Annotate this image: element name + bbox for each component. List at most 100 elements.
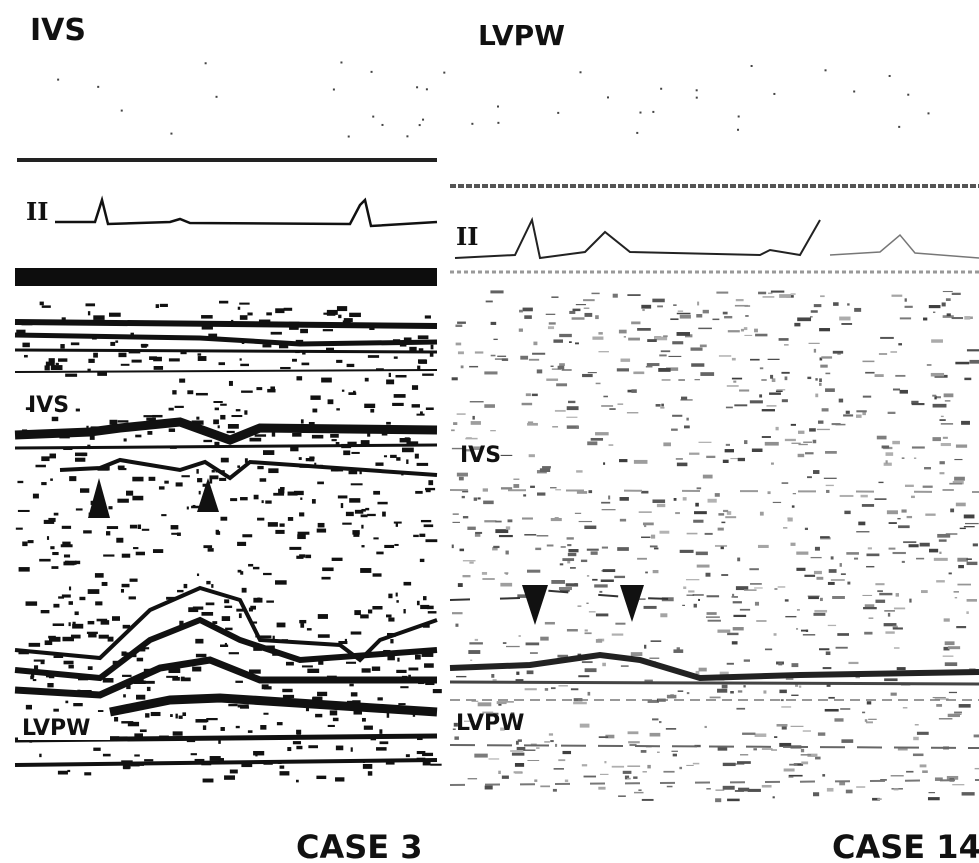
speckle-dot [739, 389, 750, 392]
speckle-dot [964, 377, 972, 381]
speckle-dot [492, 712, 499, 715]
speckle-dot [206, 580, 211, 585]
speckle-dot [696, 314, 703, 318]
speckle-dot [781, 371, 790, 374]
speckle-dot [293, 490, 304, 496]
speckle-dot [557, 654, 569, 658]
speckle-dot [241, 390, 253, 393]
speckle-dot [954, 458, 963, 461]
speckle-dot [619, 518, 627, 522]
speckle-dot [276, 622, 286, 628]
speckle-dot [416, 86, 419, 89]
speckle-dot [835, 646, 848, 649]
speckle-dot [462, 490, 469, 493]
speckle-dot [180, 677, 191, 682]
speckle-dot [766, 405, 777, 407]
speckle-dot [633, 776, 638, 779]
speckle-dot [795, 627, 799, 630]
speckle-dot [647, 339, 657, 342]
speckle-dot [254, 434, 267, 437]
speckle-dot [693, 519, 704, 523]
speckle-dot [951, 292, 961, 295]
speckle-dot [816, 428, 830, 431]
speckle-dot [83, 530, 92, 534]
speckle-dot [248, 607, 253, 612]
speckle-dot [383, 455, 388, 458]
speckle-dot [540, 785, 551, 788]
speckle-dot [936, 704, 943, 707]
speckle-dot [939, 472, 945, 475]
speckle-dot [336, 359, 343, 363]
speckle-dot [57, 78, 60, 81]
speckle-dot [719, 671, 729, 675]
speckle-dot [675, 512, 680, 515]
speckle-dot [730, 458, 744, 460]
speckle-dot [329, 710, 338, 716]
speckle-dot [624, 775, 630, 780]
speckle-dot [500, 454, 513, 456]
speckle-dot [287, 491, 298, 496]
speckle-dot [340, 61, 343, 64]
speckle-dot [576, 491, 588, 494]
speckle-dot [493, 338, 498, 341]
speckle-dot [423, 596, 427, 601]
speckle-dot [620, 665, 629, 667]
speckle-dot [413, 534, 419, 538]
speckle-dot [790, 293, 796, 295]
speckle-dot [965, 522, 979, 525]
speckle-dot [832, 596, 845, 599]
speckle-dot [513, 484, 520, 488]
speckle-dot [482, 488, 488, 492]
speckle-dot [551, 580, 565, 584]
speckle-dot [51, 416, 59, 422]
speckle-dot [168, 668, 181, 674]
speckle-dot [652, 569, 659, 574]
speckle-dot [367, 771, 373, 776]
speckle-dot [215, 95, 218, 98]
speckle-dot [562, 750, 572, 755]
speckle-dot [386, 712, 390, 718]
speckle-dot [112, 616, 120, 621]
speckle-dot [740, 328, 745, 332]
speckle-dot [598, 332, 603, 335]
speckle-dot [813, 612, 826, 616]
speckle-dot [70, 634, 81, 639]
speckle-dot [22, 541, 28, 547]
speckle-dot [118, 467, 127, 471]
speckle-dot [565, 583, 579, 587]
speckle-dot [28, 642, 41, 647]
speckle-dot [211, 584, 214, 588]
speckle-dot [908, 544, 919, 548]
speckle-dot [495, 520, 502, 523]
speckle-dot [422, 752, 434, 757]
speckle-dot [452, 728, 456, 730]
speckle-dot [224, 599, 230, 604]
speckle-dot [598, 736, 609, 739]
speckle-dot [457, 583, 463, 587]
speckle-dot [645, 571, 648, 574]
ivs-label: IVS [28, 393, 69, 418]
speckle-dot [798, 430, 805, 434]
speckle-dot [367, 355, 380, 358]
speckle-dot [552, 788, 557, 792]
speckle-dot [781, 726, 787, 730]
speckle-dot [147, 431, 153, 435]
speckle-dot [650, 640, 662, 642]
speckle-dot [171, 532, 181, 535]
speckle-dot [373, 490, 381, 495]
speckle-dot [525, 393, 531, 397]
speckle-dot [652, 298, 665, 303]
speckle-dot [192, 504, 196, 508]
speckle-dot [584, 632, 592, 635]
speckle-dot [698, 667, 707, 672]
speckle-dot [40, 661, 45, 665]
speckle-dot [308, 745, 318, 749]
speckle-dot [663, 770, 675, 773]
speckle-dot [631, 389, 637, 393]
speckle-dot [583, 307, 590, 309]
speckle-dot [773, 92, 776, 95]
speckle-dot [813, 792, 820, 797]
speckle-dot [143, 680, 155, 684]
speckle-dot [566, 406, 579, 411]
speckle-dot [494, 358, 507, 360]
